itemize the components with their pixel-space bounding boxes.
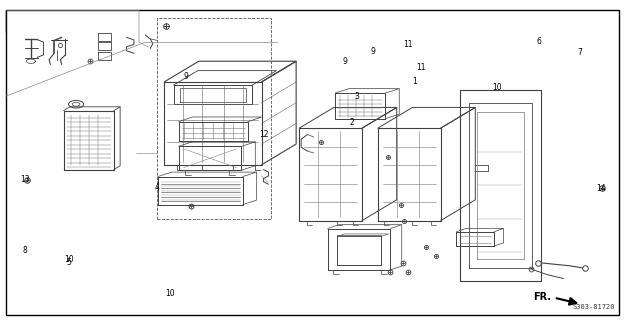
Text: 11: 11 <box>416 63 425 72</box>
Text: 7: 7 <box>577 48 582 58</box>
Bar <box>157 18 271 219</box>
Text: 2: 2 <box>349 118 354 127</box>
Text: 10: 10 <box>64 255 74 264</box>
Text: 5: 5 <box>66 258 71 267</box>
Text: 9: 9 <box>184 72 188 81</box>
Text: 10: 10 <box>493 83 502 92</box>
Text: 11: 11 <box>403 40 413 49</box>
Text: 14: 14 <box>596 184 606 193</box>
Text: 4: 4 <box>154 183 159 192</box>
Text: 9: 9 <box>370 47 375 56</box>
Text: 1: 1 <box>412 77 416 86</box>
Text: 10: 10 <box>166 289 175 298</box>
Text: 12: 12 <box>259 130 268 139</box>
Text: S303-81720: S303-81720 <box>573 304 616 310</box>
Text: FR.: FR. <box>533 292 551 302</box>
Text: 9: 9 <box>343 57 348 66</box>
Text: 6: 6 <box>537 37 542 46</box>
Text: 8: 8 <box>22 246 27 255</box>
Text: 3: 3 <box>355 92 360 101</box>
Text: 13: 13 <box>20 175 30 184</box>
